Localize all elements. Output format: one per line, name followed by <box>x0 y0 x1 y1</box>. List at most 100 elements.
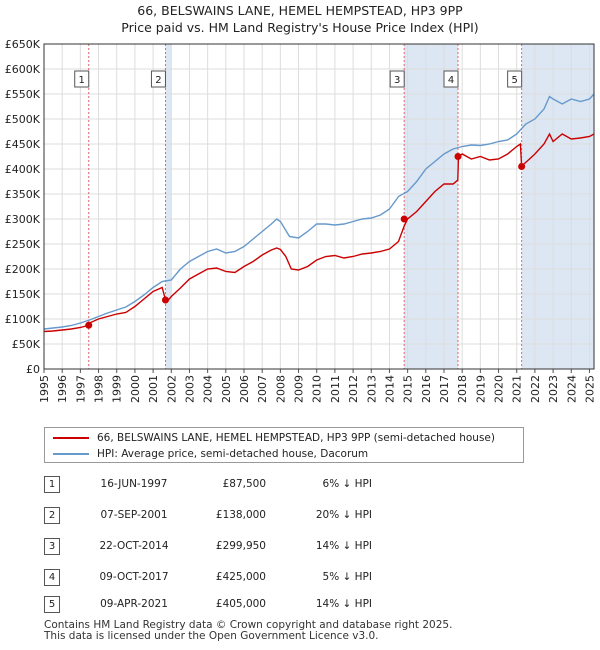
sale-label-box <box>389 70 405 88</box>
sale-number: 1 <box>44 476 60 493</box>
sale-label-box <box>507 70 523 88</box>
y-tick-label: £400K <box>5 163 41 176</box>
y-tick-label: £500K <box>5 113 41 126</box>
x-tick-label: 2014 <box>383 375 396 403</box>
property-series-line <box>43 132 595 333</box>
sale-price: £138,000 <box>215 509 266 521</box>
sale-label: 2 <box>155 75 161 86</box>
y-tick-label: £600K <box>5 63 41 76</box>
sale-price: £425,000 <box>215 571 266 583</box>
sale-point <box>454 153 462 160</box>
table-row: 2 07-SEP-2001 £138,000 20% ↓ HPI <box>44 507 384 527</box>
sale-date: 09-APR-2021 <box>100 598 168 610</box>
legend-swatch-hpi <box>53 453 89 455</box>
x-tick-label: 2017 <box>438 375 451 403</box>
hpi-series-line <box>43 93 595 330</box>
y-tick-label: £100K <box>5 313 41 326</box>
sale-point <box>85 321 93 329</box>
y-tick-label: £300K <box>5 213 41 226</box>
y-tick-label: £250K <box>5 238 41 251</box>
sale-number: 2 <box>44 507 60 524</box>
sale-label-box <box>443 70 459 88</box>
sale-label: 1 <box>79 75 85 86</box>
sale-point <box>400 215 408 223</box>
table-row: 3 22-OCT-2014 £299,950 14% ↓ HPI <box>44 538 384 558</box>
footer-copyright: Contains HM Land Registry data © Crown c… <box>44 619 453 631</box>
x-tick-label: 2009 <box>293 375 306 403</box>
x-tick-label: 2023 <box>547 375 560 403</box>
sale-date: 07-SEP-2001 <box>100 509 168 521</box>
sale-hpi-diff: 5% ↓ HPI <box>322 571 372 583</box>
plot-area <box>44 44 594 369</box>
y-tick-label: £50K <box>12 338 41 351</box>
sale-point <box>161 296 169 304</box>
legend-item-property: 66, BELSWAINS LANE, HEMEL HEMPSTEAD, HP3… <box>53 432 495 444</box>
y-tick-label: £450K <box>5 138 41 151</box>
shaded-period <box>404 44 458 369</box>
x-tick-label: 2025 <box>583 375 596 403</box>
x-tick-label: 2011 <box>329 375 342 403</box>
chart-subtitle: Price paid vs. HM Land Registry's House … <box>121 20 479 35</box>
table-row: 4 09-OCT-2017 £425,000 5% ↓ HPI <box>44 569 384 589</box>
sale-number: 3 <box>44 538 60 555</box>
x-tick-label: 2000 <box>129 375 142 403</box>
sale-point <box>518 163 526 170</box>
price-chart: £0 £50K £100K £150K £200K £250K £300K £350K £400… <box>5 38 597 403</box>
sale-label: 5 <box>511 75 517 86</box>
sale-hpi-diff: 20% ↓ HPI <box>315 509 372 521</box>
shaded-period <box>165 44 172 369</box>
y-tick-label: £200K <box>5 263 41 276</box>
sale-date: 22-OCT-2014 <box>99 540 169 552</box>
x-tick-label: 1998 <box>93 375 106 403</box>
x-tick-label: 2005 <box>220 375 233 403</box>
x-tick-label: 2003 <box>183 375 196 403</box>
x-tick-label: 2001 <box>147 375 160 403</box>
sale-date: 09-OCT-2017 <box>99 571 169 583</box>
sale-number: 5 <box>44 596 60 613</box>
x-tick-label: 2002 <box>165 375 178 403</box>
chart-title: 66, BELSWAINS LANE, HEMEL HEMPSTEAD, HP3… <box>137 3 463 18</box>
table-row: 5 09-APR-2021 £405,000 14% ↓ HPI <box>44 596 384 616</box>
sale-label: 4 <box>448 75 454 86</box>
x-tick-label: 2015 <box>402 375 415 403</box>
y-tick-label: £0 <box>26 363 40 376</box>
sale-number: 4 <box>44 569 60 586</box>
x-tick-label: 2016 <box>420 375 433 403</box>
y-tick-label: £350K <box>5 188 41 201</box>
x-tick-label: 2010 <box>311 375 324 403</box>
x-tick-label: 2019 <box>474 375 487 403</box>
x-tick-label: 2013 <box>365 375 378 403</box>
x-tick-label: 2018 <box>456 375 469 403</box>
x-tick-label: 2007 <box>256 375 269 403</box>
legend-swatch-property <box>53 437 89 439</box>
legend-label-hpi: HPI: Average price, semi-detached house,… <box>97 448 369 460</box>
shaded-period <box>521 44 594 369</box>
footer-licence: This data is licensed under the Open Gov… <box>44 630 379 642</box>
plot-border <box>43 43 595 370</box>
x-tick-label: 1995 <box>38 375 51 403</box>
x-tick-label: 2008 <box>274 375 287 403</box>
x-tick-label: 2024 <box>565 375 578 403</box>
x-tick-label: 2012 <box>347 375 360 403</box>
x-tick-label: 2020 <box>493 375 506 403</box>
sale-price: £405,000 <box>215 598 266 610</box>
y-tick-label: £650K <box>5 38 41 51</box>
y-tick-label: £150K <box>5 288 41 301</box>
sale-label-box <box>74 70 90 88</box>
x-tick-label: 2006 <box>238 375 251 403</box>
sale-date: 16-JUN-1997 <box>100 478 168 490</box>
x-tick-label: 2022 <box>529 375 542 403</box>
x-tick-label: 1999 <box>111 375 124 403</box>
x-tick-label: 1997 <box>74 375 87 403</box>
legend-label-property: 66, BELSWAINS LANE, HEMEL HEMPSTEAD, HP3… <box>97 432 495 444</box>
x-tick-label: 2021 <box>511 375 524 403</box>
sale-hpi-diff: 6% ↓ HPI <box>322 478 372 490</box>
x-tick-label: 1996 <box>56 375 69 403</box>
y-tick-label: £550K <box>5 88 41 101</box>
sale-label: 3 <box>394 75 400 86</box>
sale-price: £87,500 <box>222 478 266 490</box>
legend-item-hpi: HPI: Average price, semi-detached house,… <box>53 448 368 460</box>
sale-price: £299,950 <box>215 540 266 552</box>
x-tick-label: 2004 <box>202 375 215 403</box>
sale-hpi-diff: 14% ↓ HPI <box>315 598 372 610</box>
